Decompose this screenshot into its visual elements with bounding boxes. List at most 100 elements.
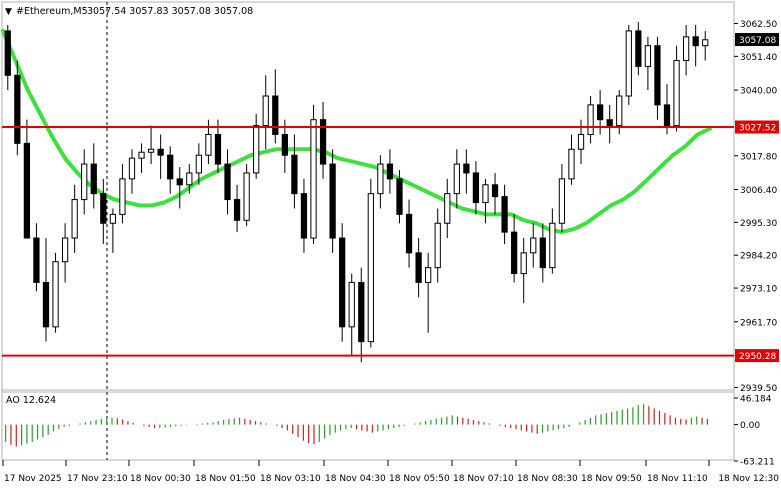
price-tick-label: 2973.10 bbox=[740, 285, 777, 295]
time-tick-label: 18 Nov 05:50 bbox=[389, 474, 450, 484]
candle-body bbox=[272, 95, 279, 135]
candle-body bbox=[138, 151, 145, 159]
ao-tick-label: -63.211 bbox=[740, 458, 775, 468]
candle-body bbox=[635, 30, 642, 67]
level-price-label: 3027.52 bbox=[739, 124, 776, 134]
candle-body bbox=[453, 163, 460, 195]
candle-body bbox=[90, 163, 97, 195]
candle-body bbox=[23, 142, 31, 239]
chart-header: ▼ #Ethereum,M5 3057.54 3057.83 3057.08 3… bbox=[5, 6, 253, 17]
candle-body bbox=[128, 157, 136, 180]
candle-body bbox=[549, 222, 556, 269]
candle-body bbox=[587, 104, 594, 135]
candle-body bbox=[157, 148, 164, 156]
candle-body bbox=[415, 252, 422, 283]
candle-body bbox=[577, 133, 585, 150]
candle-body bbox=[616, 95, 623, 127]
candle-body bbox=[444, 193, 451, 224]
time-tick-label: 18 Nov 00:30 bbox=[130, 474, 191, 484]
price-tick-label: 3051.40 bbox=[740, 53, 777, 63]
candle-body bbox=[339, 237, 346, 328]
current-price-box bbox=[735, 33, 779, 47]
price-tick-label: 2961.70 bbox=[740, 318, 777, 328]
candle-body bbox=[358, 281, 365, 343]
time-tick-label: 18 Nov 12:30 bbox=[718, 474, 779, 484]
candle-body bbox=[71, 199, 78, 239]
time-tick-label: 18 Nov 04:30 bbox=[325, 474, 386, 484]
candle-body bbox=[167, 154, 174, 180]
price-tick-label: 3017.80 bbox=[740, 152, 777, 162]
candle-body bbox=[597, 104, 604, 121]
time-axis: 17 Nov 2025 17 Nov 23:10 18 Nov 00:30 18 No… bbox=[2, 460, 779, 484]
time-tick-label: 18 Nov 09:50 bbox=[581, 474, 642, 484]
price-axis: 3062.50 3051.40 3040.00 3017.80 3006.40 2995.… bbox=[734, 20, 779, 394]
candle-body bbox=[501, 196, 508, 233]
candle-body bbox=[52, 261, 59, 328]
ao-tick-label: 46.184 bbox=[740, 395, 772, 405]
candle-body bbox=[281, 133, 288, 156]
candle-body bbox=[568, 148, 575, 180]
ohlc-values: 3057.54 3057.83 3057.08 3057.08 bbox=[87, 6, 253, 17]
candle-body bbox=[205, 133, 212, 156]
candle-body bbox=[491, 184, 499, 198]
candle-body bbox=[61, 237, 69, 263]
candle-body bbox=[472, 172, 480, 204]
candle-body bbox=[33, 237, 40, 283]
candle-body bbox=[511, 231, 518, 275]
price-tick-label: 3062.50 bbox=[740, 20, 777, 30]
moving-average-line bbox=[1, 28, 712, 235]
time-tick-label: 18 Nov 08:30 bbox=[517, 474, 578, 484]
candle-body bbox=[14, 74, 21, 144]
ao-histogram: 46.184 0.00 -63.211 bbox=[5, 395, 775, 468]
candle-body bbox=[100, 193, 107, 224]
candle-body bbox=[625, 30, 632, 97]
level-price-label: 2950.28 bbox=[739, 352, 776, 362]
candle-body bbox=[405, 213, 413, 254]
time-tick-label: 18 Nov 07:10 bbox=[453, 474, 514, 484]
candle-body bbox=[682, 36, 690, 61]
moving-average-layer bbox=[1, 28, 712, 235]
candle-body bbox=[186, 172, 193, 186]
candle-body bbox=[329, 163, 336, 239]
candle-body bbox=[673, 59, 680, 127]
collapse-triangle-icon[interactable]: ▼ bbox=[5, 7, 12, 17]
price-tick-label: 2984.20 bbox=[740, 252, 777, 262]
candle-body bbox=[539, 237, 546, 269]
candle-body bbox=[530, 237, 537, 254]
candle-body bbox=[482, 184, 489, 204]
time-tick-label: 18 Nov 01:50 bbox=[195, 474, 256, 484]
ao-tick-label: 0.00 bbox=[740, 421, 760, 431]
price-tick-label: 3006.40 bbox=[740, 186, 777, 196]
symbol-label: #Ethereum,M5 bbox=[16, 6, 88, 17]
candle-body bbox=[42, 281, 50, 328]
time-tick-label: 17 Nov 23:10 bbox=[67, 474, 128, 484]
candle-body bbox=[253, 125, 260, 174]
candle-body bbox=[558, 178, 566, 224]
price-tick-label: 3040.00 bbox=[740, 87, 777, 97]
current-price-label: 3057.08 bbox=[739, 36, 776, 46]
ao-label: AO 12.624 bbox=[6, 395, 56, 406]
candle-body bbox=[300, 193, 308, 239]
candle-body bbox=[291, 154, 298, 195]
candle-body bbox=[425, 267, 432, 283]
time-tick-label: 18 Nov 03:10 bbox=[260, 474, 321, 484]
price-tick-label: 2995.30 bbox=[740, 219, 777, 229]
candles-layer bbox=[4, 22, 709, 363]
candle-body bbox=[702, 39, 709, 47]
candle-body bbox=[606, 119, 613, 127]
candle-body bbox=[396, 178, 403, 215]
price-tick-label: 2939.50 bbox=[740, 384, 777, 394]
candle-body bbox=[386, 163, 394, 180]
candle-body bbox=[348, 281, 355, 328]
level-lines-layer: 3027.52 2950.28 bbox=[2, 120, 779, 363]
candle-body bbox=[434, 222, 441, 269]
candle-body bbox=[654, 45, 661, 106]
candle-body bbox=[663, 104, 671, 127]
candle-body bbox=[81, 163, 88, 201]
candle-body bbox=[310, 119, 317, 239]
candle-body bbox=[367, 193, 374, 343]
time-tick-label: 18 Nov 11:10 bbox=[647, 474, 708, 484]
level-price-box bbox=[735, 120, 779, 134]
